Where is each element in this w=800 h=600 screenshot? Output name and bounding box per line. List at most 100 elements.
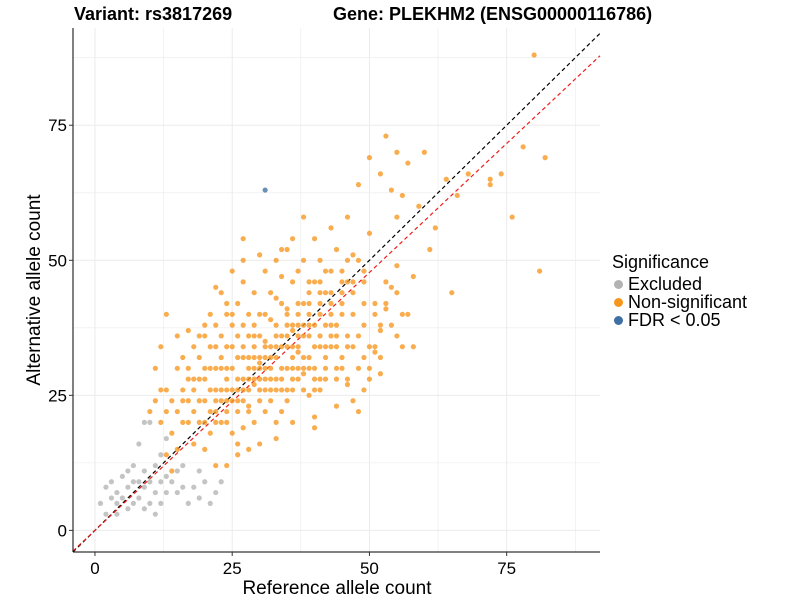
point-non-significant	[213, 365, 219, 371]
point-non-significant	[273, 354, 279, 361]
point-non-significant	[229, 322, 235, 328]
point-non-significant	[306, 311, 312, 317]
point-non-significant	[224, 419, 230, 425]
point-non-significant	[163, 311, 169, 317]
point-excluded	[218, 479, 224, 485]
point-non-significant	[268, 365, 274, 371]
point-non-significant	[328, 311, 334, 317]
point-non-significant	[537, 268, 543, 274]
point-non-significant	[317, 376, 323, 382]
point-non-significant	[191, 376, 197, 382]
point-non-significant	[427, 246, 433, 253]
point-excluded	[114, 511, 120, 517]
point-non-significant	[361, 279, 367, 285]
point-non-significant	[449, 290, 455, 296]
point-non-significant	[262, 365, 268, 371]
point-non-significant	[207, 430, 213, 436]
point-non-significant	[251, 354, 257, 361]
point-non-significant	[207, 387, 213, 393]
point-non-significant	[383, 300, 389, 307]
point-non-significant	[262, 344, 268, 350]
point-non-significant	[322, 365, 329, 371]
point-non-significant	[268, 398, 274, 404]
point-non-significant	[289, 236, 296, 242]
point-non-significant	[185, 327, 191, 334]
point-non-significant	[333, 376, 340, 382]
point-non-significant	[322, 344, 329, 350]
point-non-significant	[383, 279, 389, 285]
point-non-significant	[372, 300, 378, 307]
point-non-significant	[300, 333, 307, 339]
point-non-significant	[235, 300, 241, 307]
point-non-significant	[235, 387, 241, 393]
point-non-significant	[361, 300, 367, 307]
point-excluded	[125, 484, 131, 490]
point-non-significant	[240, 236, 246, 242]
point-non-significant	[262, 338, 268, 344]
point-non-significant	[235, 354, 241, 361]
point-non-significant	[498, 171, 504, 177]
point-non-significant	[416, 203, 422, 209]
x-tick-label: 0	[90, 559, 99, 578]
point-non-significant	[224, 398, 230, 404]
point-non-significant	[542, 155, 548, 161]
point-non-significant	[213, 322, 219, 328]
point-non-significant	[191, 408, 197, 415]
point-non-significant	[191, 441, 197, 447]
point-excluded	[130, 500, 136, 506]
point-excluded	[196, 495, 202, 501]
point-non-significant	[213, 408, 219, 415]
point-non-significant	[284, 311, 290, 317]
point-non-significant	[350, 290, 356, 296]
point-non-significant	[257, 387, 263, 393]
point-non-significant	[174, 365, 180, 371]
point-non-significant	[295, 311, 301, 317]
point-non-significant	[328, 290, 334, 296]
point-non-significant	[185, 398, 191, 404]
x-tick-label: 25	[223, 559, 242, 578]
point-non-significant	[257, 376, 263, 382]
point-non-significant	[295, 376, 301, 382]
point-non-significant	[344, 257, 351, 263]
point-non-significant	[202, 446, 208, 452]
point-excluded	[174, 489, 180, 496]
point-non-significant	[355, 408, 362, 415]
point-non-significant	[372, 311, 378, 317]
point-non-significant	[262, 311, 268, 317]
x-tick-label: 50	[360, 559, 379, 578]
point-non-significant	[339, 268, 345, 274]
point-non-significant	[333, 322, 340, 328]
point-non-significant	[213, 344, 219, 350]
point-non-significant	[180, 419, 186, 425]
point-non-significant	[344, 279, 351, 285]
point-non-significant	[268, 344, 274, 350]
point-excluded	[158, 500, 164, 506]
point-non-significant	[246, 387, 252, 393]
legend-title: Significance	[612, 252, 710, 272]
point-non-significant	[279, 344, 285, 350]
point-excluded	[136, 495, 142, 501]
point-non-significant	[246, 403, 252, 409]
gene-title: Gene: PLEKHM2 (ENSG00000116786)	[333, 4, 653, 24]
point-excluded	[130, 462, 136, 469]
point-excluded	[141, 484, 147, 490]
point-excluded	[158, 479, 164, 485]
point-non-significant	[317, 300, 323, 307]
point-non-significant	[268, 376, 274, 382]
point-non-significant	[295, 349, 301, 355]
point-non-significant	[279, 376, 285, 382]
point-excluded	[152, 462, 158, 469]
point-non-significant	[289, 327, 296, 334]
point-non-significant	[366, 376, 373, 382]
point-non-significant	[317, 344, 323, 350]
point-non-significant	[202, 365, 208, 371]
point-non-significant	[240, 344, 246, 350]
point-non-significant	[394, 333, 400, 339]
point-non-significant	[344, 381, 351, 388]
point-excluded	[97, 500, 104, 506]
point-excluded	[119, 473, 126, 479]
point-non-significant	[152, 398, 158, 404]
point-non-significant	[196, 376, 202, 382]
point-non-significant	[399, 192, 405, 199]
